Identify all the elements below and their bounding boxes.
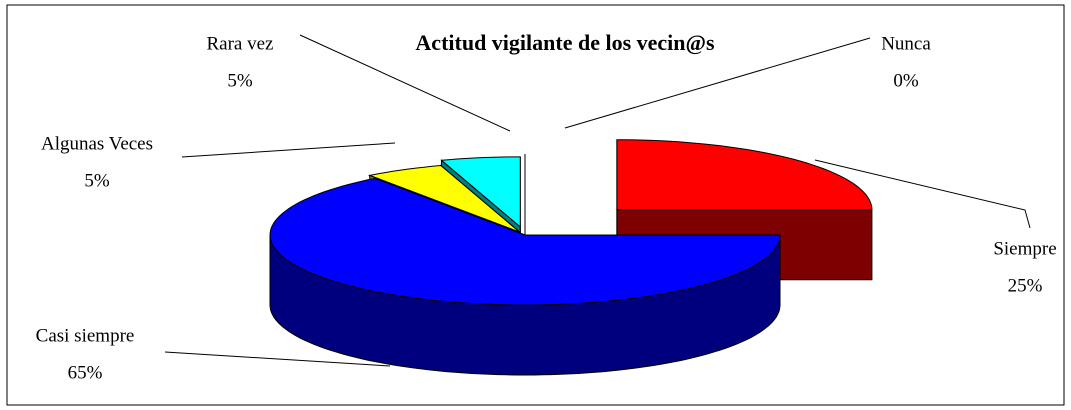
slice-value-label: 0% <box>893 70 919 91</box>
leader-line <box>164 351 391 367</box>
slice <box>269 177 781 306</box>
slice <box>367 164 520 233</box>
leader-line <box>814 159 1031 229</box>
leader-line <box>299 34 511 132</box>
leader-line <box>564 37 871 129</box>
slice-value-label: 5% <box>84 170 110 191</box>
chart-title: Actitud vigilante de los vecin@s <box>415 30 715 55</box>
leader-line <box>181 142 396 158</box>
slice-label: Algunas Veces <box>41 133 153 154</box>
labels: Siempre 25% Casi siempre 65% Algunas Veces 5%… <box>36 33 1057 383</box>
slice <box>616 139 873 211</box>
slice-value-label: 25% <box>1008 275 1043 296</box>
slice-label: Siempre <box>993 238 1056 259</box>
slice-value-label: 5% <box>227 70 253 91</box>
pie <box>269 139 873 376</box>
slice-label: Casi siempre <box>36 325 135 346</box>
slice-value-label: 65% <box>68 362 103 383</box>
slice-label: Nunca <box>881 33 931 54</box>
slice-label: Rara vez <box>207 33 274 54</box>
slice <box>440 156 521 228</box>
